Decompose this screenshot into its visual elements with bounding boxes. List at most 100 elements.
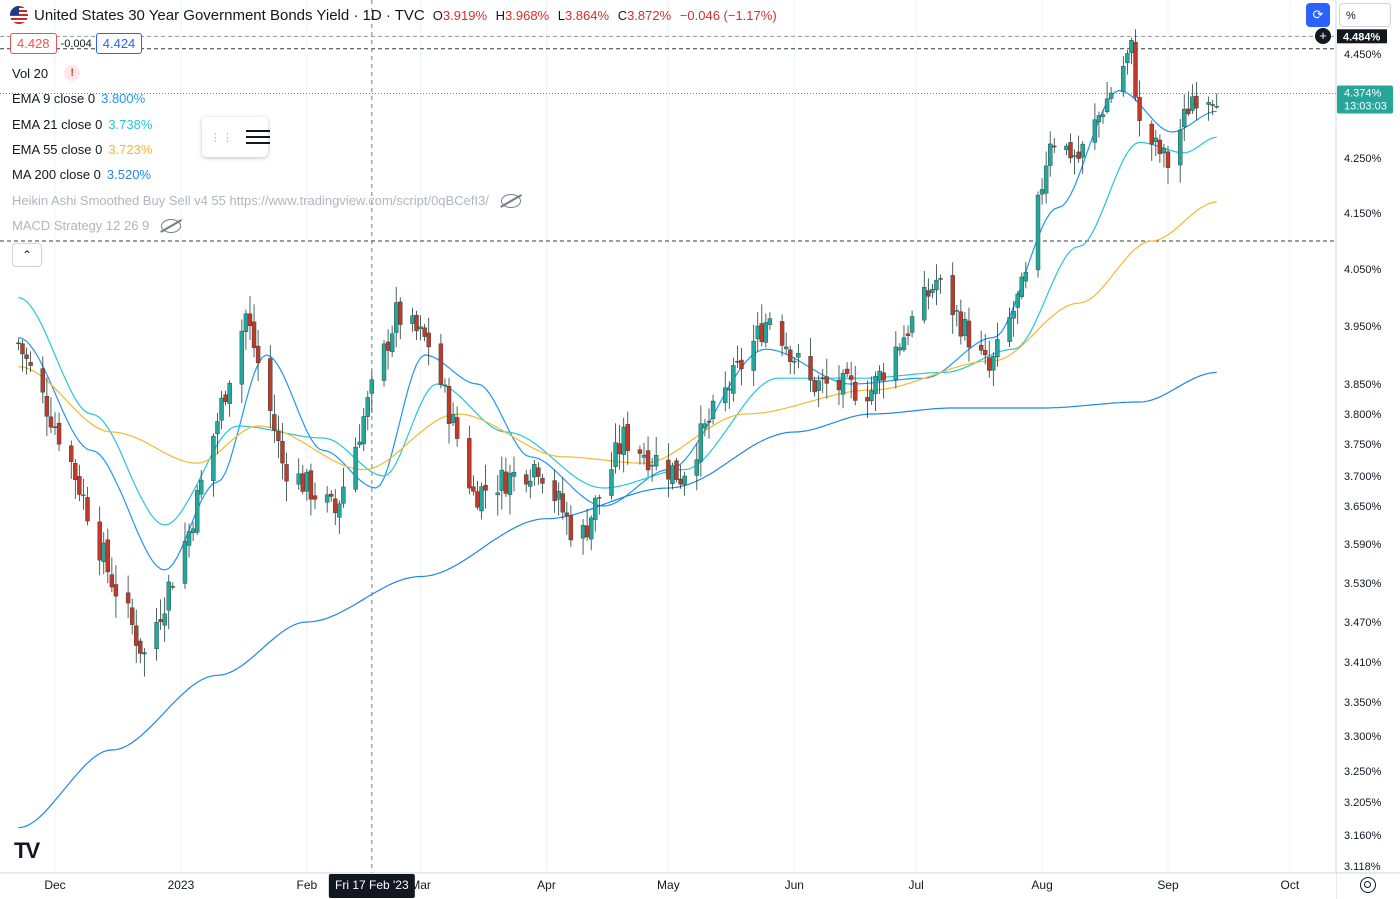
ma-line-ma200 [18, 371, 1217, 829]
candle-body [304, 471, 310, 492]
candle-body [568, 515, 574, 541]
percent-scale-toggle[interactable]: % [1339, 3, 1391, 27]
indicator-ma200[interactable]: MA 200 close 0 3.520% [12, 167, 151, 182]
candle-body [426, 332, 431, 348]
candle-body [580, 525, 586, 539]
high-price-label: 4.484% [1343, 31, 1381, 43]
collapse-legend-button[interactable]: ⌃ [12, 243, 42, 267]
high-price-marker [1337, 29, 1387, 44]
candle-body [840, 373, 846, 395]
crosshair-date-label: Fri 17 Feb '23 [335, 878, 409, 892]
candle-body [414, 314, 419, 332]
candle-body [1023, 271, 1029, 282]
candle-body [475, 491, 480, 508]
indicator-heikin-ashi[interactable]: Heikin Ashi Smoothed Buy Sell v4 55 http… [12, 193, 521, 208]
ma200-value: 3.520% [106, 167, 151, 182]
y-tick-label: 3.530% [1344, 578, 1382, 590]
hidden-eye-icon[interactable] [161, 218, 182, 233]
last-price-marker [1337, 85, 1393, 114]
candle-body [523, 474, 529, 485]
candle-body [597, 497, 602, 499]
candle-body [556, 491, 561, 500]
candle-body [808, 356, 813, 381]
indicator-ema9[interactable]: EMA 9 close 0 3.800% [12, 91, 146, 106]
x-tick-label: Mar [410, 878, 431, 892]
candle-body [1186, 108, 1191, 115]
candle-body [816, 380, 821, 391]
grid-lines [54, 0, 1291, 873]
candle-body [1039, 189, 1045, 195]
candle-body [296, 473, 301, 485]
candle-body [735, 360, 740, 363]
x-tick-label: Aug [1031, 878, 1052, 892]
candle-body [357, 441, 362, 446]
candle-body [788, 349, 793, 362]
hidden-eye-icon[interactable] [500, 193, 521, 208]
add-alert-plus-icon[interactable]: + [1315, 28, 1331, 44]
candle-body [284, 464, 289, 482]
warning-icon[interactable]: ! [64, 65, 81, 81]
indicator-vol[interactable]: Vol 20 ! [12, 65, 81, 81]
indicator-ema55[interactable]: EMA 55 close 0 3.723% [12, 142, 153, 157]
y-tick-label: 3.650% [1344, 501, 1382, 513]
candle-body [739, 359, 744, 369]
candle-body [365, 397, 370, 417]
candle-body [783, 346, 789, 350]
candle-body [255, 345, 261, 364]
candle-body [369, 379, 375, 394]
auto-scale-button[interactable]: ⟳ [1306, 3, 1330, 27]
price-axis[interactable] [1336, 0, 1400, 899]
candle-body [499, 469, 505, 491]
y-tick-label: 3.205% [1344, 797, 1382, 809]
candle-body [101, 542, 106, 563]
candle-body [1007, 317, 1012, 342]
x-tick-label: Apr [537, 878, 556, 892]
candle-body [593, 497, 598, 520]
ema21-value: 3.738% [108, 117, 153, 132]
candle-body [617, 443, 622, 455]
candle-body [166, 581, 171, 611]
candle-body [1048, 143, 1053, 166]
candle-body [398, 301, 403, 325]
candle-body [978, 344, 984, 351]
candle-body [48, 416, 54, 428]
candle-body [483, 484, 488, 491]
y-tick-label: 3.250% [1344, 766, 1382, 778]
candle-body [454, 417, 460, 439]
candle-body [1210, 104, 1215, 106]
last-price-label: 4.374% [1344, 88, 1382, 100]
candle-body [682, 475, 687, 485]
time-axis[interactable] [0, 873, 1336, 899]
drag-handle-icon[interactable]: ⋮⋮ [210, 131, 234, 144]
candle-body [649, 464, 655, 467]
buy-price-button[interactable]: 4.424 [95, 33, 143, 54]
settings-gear-icon[interactable] [1360, 877, 1376, 893]
candle-body [954, 310, 959, 312]
symbol-title[interactable]: United States 30 Year Government Bonds Y… [34, 6, 425, 24]
y-tick-label: 4.450% [1344, 49, 1382, 61]
candle-body [893, 346, 899, 381]
spread-value: -0.004 [60, 37, 92, 50]
x-tick-label: Oct [1281, 878, 1300, 892]
y-tick-label: 3.950% [1344, 321, 1382, 333]
indicator-ema21[interactable]: EMA 21 close 0 3.738% [12, 117, 153, 132]
ohlc-readout: O3.919% H3.968% L3.864% C3.872% −0.046 (… [432, 7, 777, 23]
candle-body [182, 540, 188, 584]
candle-body [142, 652, 147, 655]
candle-body [467, 438, 472, 489]
candle-body [641, 454, 647, 458]
candle-body [796, 353, 801, 358]
candle-body [40, 368, 46, 393]
candle-body [194, 490, 200, 533]
candle-body [958, 311, 964, 337]
candle-body [532, 464, 537, 478]
indicator-macd[interactable]: MACD Strategy 12 26 9 [12, 218, 182, 233]
candle-body [727, 388, 732, 391]
candle-body [308, 470, 314, 500]
candle-body [678, 478, 683, 485]
sell-price-button[interactable]: 4.428 [10, 33, 57, 54]
candle-body [418, 326, 423, 329]
settings-menu-icon[interactable] [246, 128, 270, 146]
candle-body [1206, 102, 1211, 105]
